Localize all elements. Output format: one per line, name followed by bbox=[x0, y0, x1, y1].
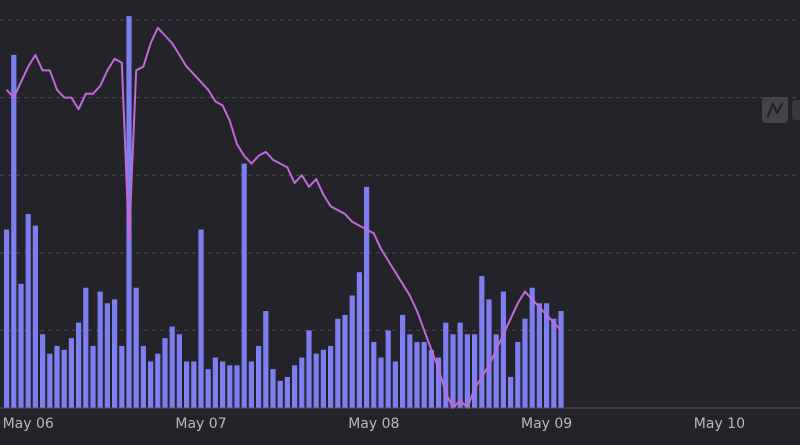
logo-watermark-tail bbox=[792, 100, 800, 120]
bar-50 bbox=[364, 186, 370, 408]
bar-47 bbox=[342, 314, 348, 408]
bar-2 bbox=[18, 283, 24, 408]
bar-41 bbox=[299, 357, 305, 408]
bar-0 bbox=[4, 229, 10, 408]
volume-bars bbox=[4, 16, 564, 409]
bar-58 bbox=[421, 342, 427, 408]
bar-36 bbox=[263, 311, 269, 408]
bar-3 bbox=[25, 214, 31, 408]
bar-13 bbox=[97, 291, 103, 408]
bar-21 bbox=[155, 353, 161, 408]
bar-70 bbox=[508, 376, 514, 408]
x-axis-ticks: May 06 May 07 May 08 May 09 May 10 bbox=[3, 416, 745, 432]
bar-6 bbox=[47, 353, 53, 408]
bar-28 bbox=[205, 369, 211, 408]
x-tick-label: May 09 bbox=[521, 416, 572, 432]
bar-19 bbox=[140, 345, 146, 408]
bar-71 bbox=[515, 342, 521, 408]
bar-8 bbox=[61, 349, 67, 408]
chart-logo-icon bbox=[766, 102, 784, 118]
bar-69 bbox=[500, 291, 506, 408]
bar-68 bbox=[493, 334, 499, 408]
bar-74 bbox=[536, 303, 542, 408]
bar-22 bbox=[162, 338, 168, 408]
bar-37 bbox=[270, 369, 276, 408]
bar-12 bbox=[90, 345, 96, 408]
bar-10 bbox=[76, 322, 82, 408]
bar-65 bbox=[472, 334, 478, 408]
bar-64 bbox=[464, 334, 470, 408]
x-tick-label: May 07 bbox=[175, 416, 226, 432]
bar-31 bbox=[227, 365, 233, 408]
bar-53 bbox=[385, 330, 391, 408]
logo-watermark bbox=[762, 97, 788, 123]
bar-51 bbox=[371, 342, 377, 408]
bar-11 bbox=[83, 287, 89, 408]
x-tick-label: May 10 bbox=[694, 416, 745, 432]
bar-56 bbox=[407, 334, 413, 408]
bar-62 bbox=[450, 334, 456, 408]
bar-46 bbox=[335, 318, 341, 408]
bar-42 bbox=[306, 330, 312, 408]
bar-30 bbox=[220, 361, 226, 408]
bar-7 bbox=[54, 345, 60, 408]
bar-45 bbox=[328, 345, 334, 408]
price-line bbox=[5, 26, 562, 409]
bar-66 bbox=[479, 276, 485, 408]
bar-54 bbox=[392, 361, 398, 408]
bar-44 bbox=[320, 349, 326, 408]
bar-29 bbox=[212, 357, 218, 408]
bar-34 bbox=[248, 361, 254, 408]
bar-57 bbox=[414, 342, 420, 408]
bar-59 bbox=[428, 349, 434, 408]
bar-18 bbox=[133, 287, 139, 408]
bar-25 bbox=[184, 361, 190, 408]
bar-1 bbox=[11, 54, 17, 409]
bar-14 bbox=[104, 303, 110, 408]
bar-52 bbox=[378, 357, 384, 408]
bar-48 bbox=[349, 295, 355, 408]
bar-27 bbox=[198, 229, 204, 408]
bar-63 bbox=[457, 322, 463, 408]
bar-15 bbox=[112, 299, 118, 408]
bar-40 bbox=[292, 365, 298, 408]
bar-55 bbox=[400, 314, 406, 408]
bar-43 bbox=[313, 353, 319, 408]
gridlines bbox=[0, 19, 800, 331]
x-tick-label: May 08 bbox=[348, 416, 399, 432]
bar-73 bbox=[529, 287, 535, 408]
bar-75 bbox=[544, 303, 550, 408]
bar-33 bbox=[241, 163, 247, 408]
bar-17 bbox=[126, 16, 132, 409]
bar-72 bbox=[522, 318, 528, 408]
bar-32 bbox=[234, 365, 240, 408]
bar-60 bbox=[436, 357, 442, 408]
bar-38 bbox=[277, 380, 283, 408]
bar-61 bbox=[443, 322, 449, 408]
bar-26 bbox=[191, 361, 197, 408]
bar-76 bbox=[551, 318, 557, 408]
bar-4 bbox=[32, 225, 38, 408]
bar-35 bbox=[256, 345, 262, 408]
bar-49 bbox=[356, 272, 362, 408]
bar-23 bbox=[169, 326, 175, 408]
bar-77 bbox=[558, 311, 564, 408]
x-tick-label: May 06 bbox=[3, 416, 54, 432]
bar-39 bbox=[284, 376, 290, 408]
bar-5 bbox=[40, 334, 46, 408]
bar-9 bbox=[68, 338, 74, 408]
bar-24 bbox=[176, 334, 182, 408]
bar-67 bbox=[486, 299, 492, 408]
bar-20 bbox=[148, 361, 154, 408]
bar-16 bbox=[119, 345, 125, 408]
